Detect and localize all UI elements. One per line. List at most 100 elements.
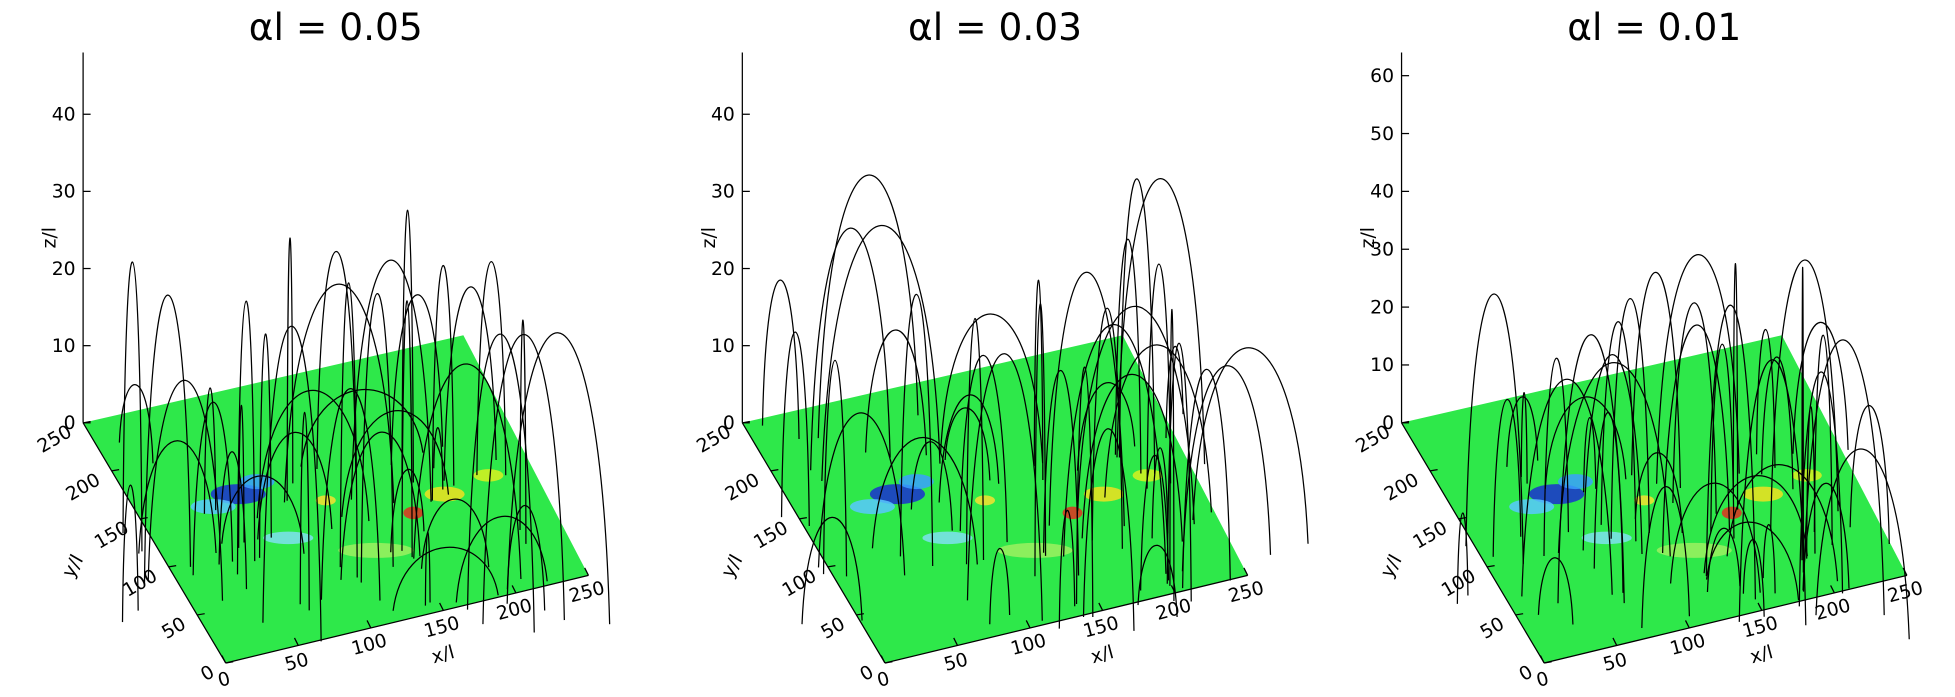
field-line [1062, 324, 1167, 574]
x-tick [880, 655, 886, 664]
field-line [482, 334, 565, 625]
y-tick-label: 50 [159, 614, 190, 644]
magnetogram-plane [83, 335, 589, 663]
panel: αl = 0.03 0 10 20 30 40 0 50 100 150 200 250 0 50 100 1… [693, 5, 1309, 692]
field-line [865, 329, 927, 456]
field-line [1456, 512, 1469, 604]
field-line [1033, 279, 1044, 481]
field-line [1662, 324, 1731, 554]
field-line [1075, 366, 1094, 618]
x-axis-label: x/l [1089, 642, 1116, 668]
x-tick-label: 0 [875, 668, 892, 691]
panel-title: αl = 0.03 [908, 5, 1082, 49]
field-patch [1083, 486, 1124, 502]
panel: αl = 0.05 0 10 20 30 40 0 50 100 150 200 250 0 50 100 1… [34, 5, 611, 692]
x-tick-label: 200 [494, 595, 534, 625]
field-line [283, 283, 395, 504]
field-line [871, 436, 978, 565]
z-tick-label: 10 [711, 336, 735, 357]
field-line [1181, 365, 1272, 572]
field-line [1705, 521, 1800, 601]
field-patch [1743, 486, 1784, 502]
y-tick [225, 661, 234, 664]
x-axis-label: x/l [1748, 642, 1775, 668]
field-line [1506, 396, 1539, 467]
y-axis-label: y/l [59, 551, 88, 581]
y-tick [83, 420, 91, 424]
y-tick [168, 565, 177, 568]
y-tick [770, 468, 779, 472]
field-line [118, 384, 154, 464]
x-tick [1830, 585, 1835, 594]
field-line [1077, 305, 1195, 525]
field-line [959, 354, 1008, 543]
field-line [1710, 343, 1735, 539]
x-tick-label: 250 [1226, 578, 1266, 608]
field-line [1165, 346, 1184, 439]
field-line [944, 407, 991, 481]
x-axis-label: x/l [430, 642, 457, 668]
x-tick [1902, 567, 1908, 576]
field-line [121, 484, 139, 623]
x-axis [225, 574, 589, 664]
field-patch [403, 506, 424, 520]
y-tick [1487, 565, 1495, 568]
y-tick [742, 420, 750, 424]
field-line [780, 331, 810, 526]
z-tick-label: 10 [52, 336, 76, 357]
field-line [1140, 454, 1170, 591]
y-axis-label: y/l [718, 551, 747, 581]
field-line [1582, 354, 1643, 555]
x-tick [1612, 637, 1618, 646]
field-line [1058, 509, 1076, 629]
y-tick-label: 0 [197, 662, 218, 686]
field-line [1114, 238, 1142, 474]
y-tick [1429, 468, 1438, 472]
field-line [476, 261, 507, 476]
x-tick [1098, 602, 1104, 611]
field-line [286, 237, 294, 501]
field-line [1600, 321, 1637, 542]
field-line [1544, 396, 1627, 489]
field-line [965, 317, 985, 565]
field-patch [424, 486, 465, 502]
field-line [1706, 527, 1741, 593]
x-tick-label: 200 [1154, 595, 1194, 625]
field-line [1655, 254, 1740, 484]
field-patch [974, 495, 996, 506]
field-line [822, 360, 848, 577]
field-patch [1656, 542, 1732, 558]
x-tick [366, 620, 372, 629]
field-line [1770, 259, 1839, 531]
x-tick [511, 585, 517, 594]
y-tick-label: 100 [120, 566, 162, 602]
field-line [1492, 398, 1522, 557]
field-line [1521, 378, 1613, 597]
field-line [1104, 344, 1212, 513]
field-line [1705, 304, 1757, 600]
y-axis [741, 422, 886, 664]
field-line [761, 279, 800, 439]
z-axis-label: z/l [1358, 227, 1379, 248]
z-tick-label: 30 [52, 182, 76, 203]
field-line [300, 388, 424, 467]
y-tick-label: 100 [779, 566, 821, 602]
field-line [320, 388, 381, 601]
x-tick [1757, 602, 1763, 611]
field-line [1815, 448, 1910, 640]
y-tick [884, 661, 893, 664]
field-line [340, 431, 421, 580]
field-patch [849, 499, 895, 515]
x-tick-label: 100 [1668, 630, 1708, 660]
field-line [1593, 411, 1624, 593]
field-line [1118, 178, 1156, 474]
field-line [1081, 374, 1183, 542]
y-tick [1401, 420, 1410, 424]
field-line [433, 427, 444, 490]
x-tick-label: 250 [567, 578, 607, 608]
field-line [138, 440, 217, 554]
field-line [1151, 447, 1169, 539]
field-line [1762, 524, 1776, 594]
field-line [1537, 557, 1574, 625]
field-patch [1529, 484, 1585, 505]
